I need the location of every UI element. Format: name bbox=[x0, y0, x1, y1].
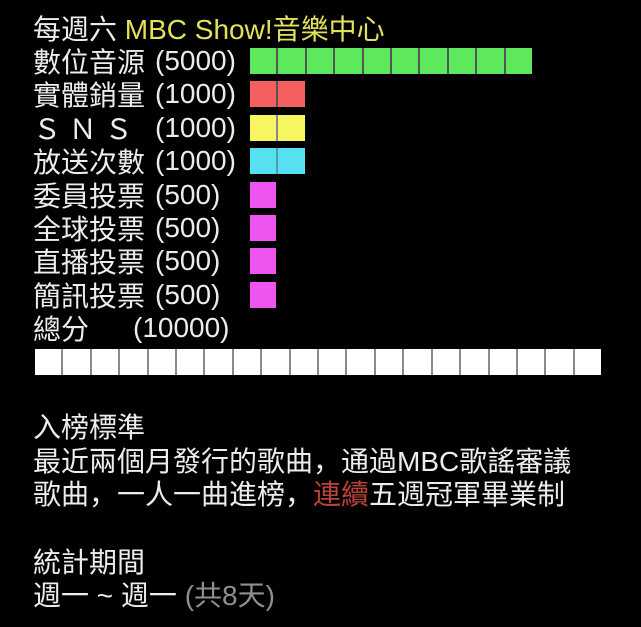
bar-segment bbox=[250, 281, 277, 308]
page-title: 每週六 MBC Show!音樂中心 bbox=[33, 11, 641, 45]
bar-segment bbox=[250, 248, 277, 275]
bar-segment bbox=[250, 215, 277, 242]
period-range-line: 週一 ~ 週一 (共8天) bbox=[33, 579, 641, 612]
total-bar-row bbox=[33, 345, 641, 378]
bar-segment bbox=[278, 114, 305, 141]
criteria-consecutive-highlight: 連續 bbox=[313, 479, 370, 511]
score-row: 實體銷量 (1000) bbox=[33, 78, 641, 111]
bar-segment bbox=[250, 148, 277, 175]
bar-segment bbox=[574, 348, 602, 375]
score-label: 簡訊投票 bbox=[33, 280, 146, 312]
score-value: (500) bbox=[155, 212, 221, 244]
score-bar bbox=[250, 114, 305, 141]
score-value: (5000) bbox=[155, 45, 236, 77]
bar-segment bbox=[250, 181, 277, 208]
period-range: 週一 ~ 週一 bbox=[33, 579, 185, 611]
bar-segment bbox=[205, 348, 232, 375]
period-heading: 統計期間 bbox=[33, 546, 146, 578]
criteria-line-2-post: 五週冠軍畢業制 bbox=[369, 479, 566, 511]
score-value: (1000) bbox=[155, 111, 236, 143]
score-bar bbox=[250, 148, 305, 175]
score-row: 全球投票 (500) bbox=[33, 211, 641, 245]
bar-segment bbox=[375, 348, 403, 375]
bar-segment bbox=[233, 348, 261, 375]
bar-segment bbox=[448, 48, 476, 75]
period-note: (共8天) bbox=[184, 579, 275, 611]
score-label: Ｓ Ｎ Ｓ bbox=[33, 113, 133, 145]
bar-segment bbox=[363, 48, 391, 75]
score-chart: 數位音源 (5000) 實體銷量 (1000) Ｓ Ｎ Ｓ (1000) 放送次數 (1000… bbox=[33, 44, 641, 378]
score-value: (1000) bbox=[155, 78, 236, 110]
bar-segment bbox=[477, 48, 504, 75]
bar-segment bbox=[489, 348, 516, 375]
score-label: 直播投票 bbox=[33, 247, 146, 279]
score-label: 總分 bbox=[33, 314, 90, 346]
score-value: (1000) bbox=[155, 145, 236, 177]
bar-segment bbox=[250, 81, 277, 108]
bar-segment bbox=[91, 348, 119, 375]
criteria-heading: 入榜標準 bbox=[33, 412, 146, 444]
score-bar bbox=[250, 215, 277, 242]
score-row: 數位音源 (5000) bbox=[33, 44, 641, 78]
title-show-name: MBC Show!音樂中心 bbox=[124, 13, 385, 45]
score-row: 委員投票 (500) bbox=[33, 178, 641, 212]
bar-segment bbox=[546, 348, 573, 375]
score-bar bbox=[250, 248, 277, 275]
bar-segment bbox=[319, 348, 346, 375]
bar-segment bbox=[63, 348, 90, 375]
criteria-line-2: 歌曲，一人一曲進榜，連續五週冠軍畢業制 bbox=[33, 478, 641, 511]
criteria-line-2-pre: 歌曲，一人一曲進榜， bbox=[33, 479, 314, 511]
criteria-line-1: 最近兩個月發行的歌曲，通過MBC歌謠審議 bbox=[33, 445, 572, 477]
bar-segment bbox=[35, 348, 62, 375]
score-label: 數位音源 bbox=[33, 47, 146, 79]
bar-segment bbox=[392, 48, 419, 75]
score-bar bbox=[250, 281, 277, 308]
title-weekday: 每週六 bbox=[33, 13, 125, 45]
score-value: (500) bbox=[155, 245, 221, 277]
score-row: 總分 (10000) bbox=[33, 312, 641, 345]
bar-segment bbox=[404, 348, 431, 375]
bar-segment bbox=[517, 348, 545, 375]
bar-segment bbox=[505, 48, 533, 75]
score-row: 簡訊投票 (500) bbox=[33, 278, 641, 312]
score-bar bbox=[250, 48, 533, 75]
score-label: 全球投票 bbox=[33, 214, 146, 246]
score-value: (500) bbox=[155, 278, 221, 310]
bar-segment bbox=[432, 348, 460, 375]
score-label: 實體銷量 bbox=[33, 80, 146, 112]
score-row: 直播投票 (500) bbox=[33, 245, 641, 278]
score-label: 委員投票 bbox=[33, 180, 146, 212]
bar-segment bbox=[347, 348, 374, 375]
bar-segment bbox=[278, 148, 305, 175]
bar-segment bbox=[461, 348, 488, 375]
score-bar bbox=[250, 181, 277, 208]
bar-segment bbox=[278, 81, 305, 108]
bar-segment bbox=[290, 348, 318, 375]
bar-segment bbox=[250, 48, 277, 75]
score-value: (10000) bbox=[133, 312, 230, 344]
bar-segment bbox=[262, 348, 289, 375]
bar-segment bbox=[148, 348, 176, 375]
bar-segment bbox=[335, 48, 362, 75]
bar-segment bbox=[120, 348, 147, 375]
score-value: (500) bbox=[155, 178, 221, 210]
score-bar bbox=[250, 81, 305, 108]
score-row: 放送次數 (1000) bbox=[33, 145, 641, 178]
bar-segment bbox=[420, 48, 447, 75]
score-label: 放送次數 bbox=[33, 147, 146, 179]
score-bar bbox=[35, 348, 602, 375]
bar-segment bbox=[250, 114, 277, 141]
score-row: Ｓ Ｎ Ｓ (1000) bbox=[33, 111, 641, 145]
criteria-section: 入榜標準 最近兩個月發行的歌曲，通過MBC歌謠審議 歌曲，一人一曲進榜，連續五週… bbox=[33, 411, 641, 511]
bar-segment bbox=[278, 48, 305, 75]
period-section: 統計期間 週一 ~ 週一 (共8天) bbox=[33, 546, 641, 613]
bar-segment bbox=[177, 348, 204, 375]
bar-segment bbox=[306, 48, 334, 75]
